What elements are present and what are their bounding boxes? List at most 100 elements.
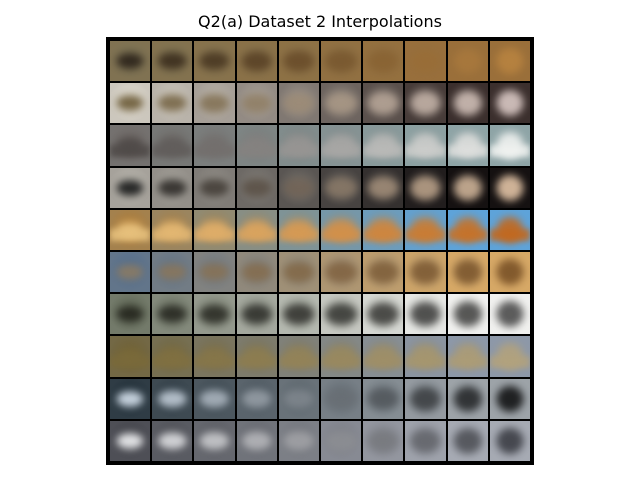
image-subject-blob: [283, 50, 315, 72]
image-subject-blob: [368, 429, 399, 453]
image-subject-blob: [116, 348, 144, 365]
interp-image-r4-c1: [110, 167, 151, 208]
image-subject-blob: [325, 387, 357, 410]
image-subject-blob: [368, 134, 399, 157]
image-subject-blob: [325, 176, 357, 199]
interp-image-r7-c6: [321, 294, 362, 335]
interp-image-r1-c5: [278, 41, 319, 82]
image-subject-blob: [158, 179, 187, 197]
interp-image-r8-c5: [278, 336, 319, 377]
interp-image-r4-c7: [363, 167, 404, 208]
interp-image-r8-c10: [489, 336, 530, 377]
image-subject-blob: [158, 432, 187, 450]
image-subject-blob: [325, 92, 357, 115]
interp-image-r10-c4: [236, 420, 277, 461]
image-subject-blob: [325, 261, 357, 283]
interp-image-r4-c4: [236, 167, 277, 208]
image-subject-blob: [368, 176, 399, 200]
interpolation-grid-frame: [106, 37, 534, 465]
image-subject-blob: [241, 431, 272, 451]
interp-image-r6-c10: [489, 252, 530, 293]
interp-image-r5-c8: [405, 209, 446, 250]
image-subject-blob: [158, 390, 187, 408]
image-subject-blob: [241, 51, 272, 71]
image-subject-blob: [368, 218, 399, 242]
interp-image-r4-c8: [405, 167, 446, 208]
interp-image-r2-c5: [278, 83, 319, 124]
interp-image-r3-c9: [447, 125, 488, 166]
image-subject-blob: [199, 178, 230, 197]
image-subject-blob: [325, 430, 357, 452]
interp-image-r8-c4: [236, 336, 277, 377]
image-subject-blob: [410, 302, 441, 327]
interp-image-r6-c8: [405, 252, 446, 293]
interp-image-r9-c10: [489, 378, 530, 419]
interp-image-r5-c5: [278, 209, 319, 250]
interp-image-r5-c1: [110, 209, 151, 250]
interp-image-r5-c7: [363, 209, 404, 250]
image-subject-blob: [453, 48, 482, 74]
image-subject-blob: [241, 93, 272, 113]
image-subject-blob: [496, 216, 524, 243]
image-subject-blob: [410, 133, 441, 158]
image-subject-blob: [453, 259, 482, 285]
interp-image-r5-c6: [321, 209, 362, 250]
image-subject-blob: [199, 389, 230, 408]
image-subject-blob: [368, 260, 399, 284]
interp-image-r8-c9: [447, 336, 488, 377]
interp-image-r4-c5: [278, 167, 319, 208]
image-subject-blob: [241, 177, 272, 198]
image-subject-blob: [283, 219, 315, 241]
interp-image-r1-c1: [110, 41, 151, 82]
image-subject-blob: [410, 49, 441, 74]
image-subject-blob: [199, 220, 230, 240]
interp-image-r6-c1: [110, 252, 151, 293]
image-subject-blob: [325, 134, 357, 157]
interp-image-r10-c8: [405, 420, 446, 461]
interp-image-r1-c2: [152, 41, 193, 82]
interp-image-r3-c1: [110, 125, 151, 166]
image-subject-blob: [325, 219, 357, 241]
interp-image-r5-c4: [236, 209, 277, 250]
interp-image-r10-c3: [194, 420, 235, 461]
interp-image-r10-c6: [321, 420, 362, 461]
interp-image-r9-c8: [405, 378, 446, 419]
interp-image-r7-c3: [194, 294, 235, 335]
interp-image-r1-c9: [447, 41, 488, 82]
image-subject-blob: [199, 51, 230, 71]
image-subject-blob: [453, 90, 482, 116]
image-subject-blob: [158, 136, 187, 155]
interp-image-r5-c9: [447, 209, 488, 250]
interp-image-r8-c7: [363, 336, 404, 377]
interp-image-r3-c8: [405, 125, 446, 166]
interp-image-r7-c5: [278, 294, 319, 335]
interp-image-r2-c1: [110, 83, 151, 124]
image-subject-blob: [410, 217, 441, 242]
image-subject-blob: [241, 220, 272, 240]
image-subject-blob: [283, 430, 315, 452]
interp-image-r9-c6: [321, 378, 362, 419]
image-subject-blob: [199, 347, 230, 366]
interp-image-r10-c10: [489, 420, 530, 461]
image-subject-blob: [368, 302, 399, 326]
image-subject-blob: [116, 264, 144, 281]
interp-image-r9-c5: [278, 378, 319, 419]
interp-image-r4-c3: [194, 167, 235, 208]
interp-image-r9-c4: [236, 378, 277, 419]
image-subject-blob: [496, 90, 524, 117]
image-subject-blob: [158, 263, 187, 281]
interp-image-r5-c10: [489, 209, 530, 250]
interp-image-r6-c3: [194, 252, 235, 293]
image-subject-blob: [158, 52, 187, 70]
image-subject-blob: [496, 48, 524, 75]
image-subject-blob: [116, 53, 144, 70]
image-subject-blob: [410, 344, 441, 369]
interp-image-r9-c9: [447, 378, 488, 419]
image-subject-blob: [283, 304, 315, 325]
interp-image-r3-c2: [152, 125, 193, 166]
interp-image-r3-c10: [489, 125, 530, 166]
interp-image-r3-c7: [363, 125, 404, 166]
image-subject-blob: [199, 136, 230, 155]
interp-image-r6-c6: [321, 252, 362, 293]
interp-image-r6-c5: [278, 252, 319, 293]
